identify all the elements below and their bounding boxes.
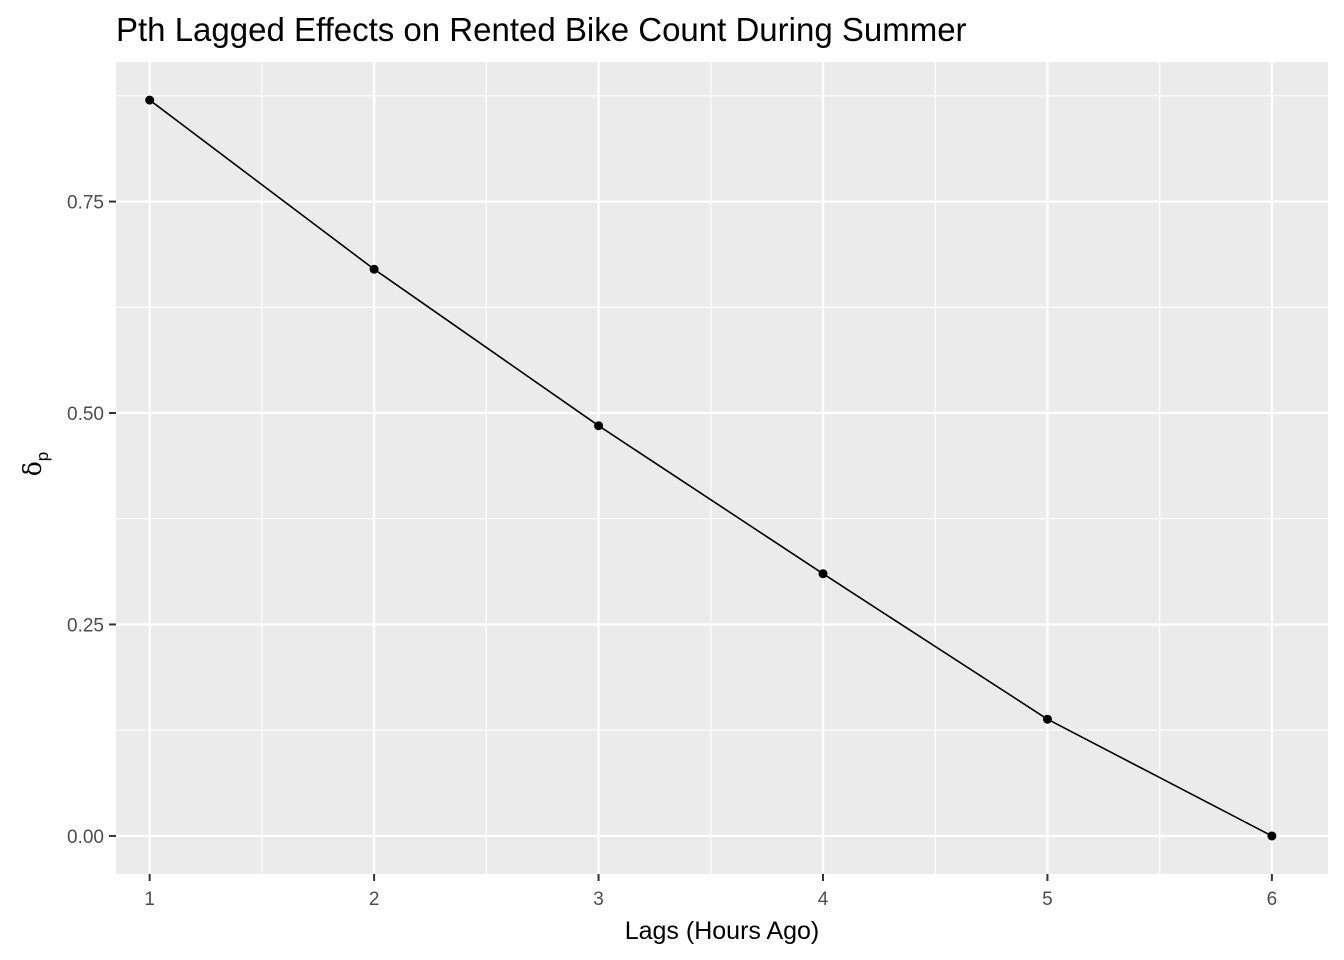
y-axis-title: δp	[18, 452, 52, 477]
series-line	[149, 99, 1273, 837]
data-point	[818, 569, 828, 579]
y-tick-label: 0.00	[67, 827, 104, 848]
y-tick-label: 0.75	[67, 193, 104, 214]
x-tick-label: 2	[369, 889, 380, 910]
chart-title: Pth Lagged Effects on Rented Bike Count …	[116, 11, 967, 48]
data-point	[145, 95, 155, 105]
y-tick-label: 0.25	[67, 615, 104, 636]
x-tick-label: 4	[818, 889, 829, 910]
x-axis: 1 2 3 4 5 6	[144, 874, 1277, 910]
series-group	[145, 95, 1277, 841]
data-point	[1042, 714, 1052, 724]
major-gridlines	[116, 62, 1328, 874]
x-tick-label: 3	[593, 889, 604, 910]
data-point	[1267, 831, 1277, 841]
x-tick-label: 6	[1267, 889, 1278, 910]
y-axis-title-symbol: δ	[18, 461, 47, 476]
svg-text:δp: δp	[18, 452, 52, 477]
y-tick-label: 0.50	[67, 404, 104, 425]
x-tick-label: 1	[144, 889, 155, 910]
plot-panel	[116, 62, 1328, 874]
x-tick-label: 5	[1042, 889, 1053, 910]
minor-gridlines	[116, 62, 1328, 874]
x-axis-title: Lags (Hours Ago)	[625, 917, 820, 945]
data-point	[369, 264, 379, 274]
data-point	[594, 421, 604, 431]
y-axis-title-subscript: p	[33, 452, 52, 461]
y-axis: 0.00 0.25 0.50 0.75	[67, 193, 116, 848]
